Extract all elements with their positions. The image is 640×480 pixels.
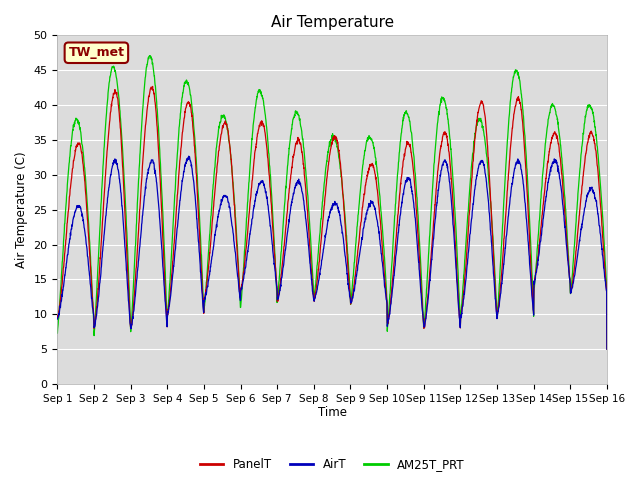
AM25T_PRT <box>360 153 368 158</box>
AM25T_PRT <box>570 251 578 256</box>
PanelT <box>207 237 215 243</box>
AM25T_PRT <box>207 213 215 219</box>
Line: PanelT: PanelT <box>58 86 607 349</box>
Title: Air Temperature: Air Temperature <box>271 15 394 30</box>
PanelT <box>492 298 500 304</box>
Text: TW_met: TW_met <box>68 46 124 59</box>
AirT <box>360 223 368 228</box>
Legend: PanelT, AirT, AM25T_PRT: PanelT, AirT, AM25T_PRT <box>195 453 469 476</box>
PanelT <box>348 296 356 301</box>
Line: AirT: AirT <box>58 156 607 349</box>
AirT <box>54 316 61 322</box>
PanelT <box>148 84 156 89</box>
AirT <box>207 261 215 267</box>
AM25T_PRT <box>348 285 356 291</box>
Line: AM25T_PRT: AM25T_PRT <box>58 56 607 349</box>
X-axis label: Time: Time <box>317 407 347 420</box>
AM25T_PRT <box>492 291 500 297</box>
AirT <box>555 167 563 173</box>
AirT <box>348 296 356 302</box>
AirT <box>185 153 193 159</box>
PanelT <box>54 313 61 319</box>
AirT <box>570 276 578 282</box>
AM25T_PRT <box>146 53 154 59</box>
Y-axis label: Air Temperature (C): Air Temperature (C) <box>15 151 28 268</box>
PanelT <box>360 191 368 197</box>
AM25T_PRT <box>603 346 611 352</box>
PanelT <box>570 270 578 276</box>
PanelT <box>603 346 611 352</box>
AM25T_PRT <box>54 330 61 336</box>
AirT <box>603 346 611 352</box>
PanelT <box>555 141 563 146</box>
AirT <box>492 304 500 310</box>
AM25T_PRT <box>555 126 563 132</box>
